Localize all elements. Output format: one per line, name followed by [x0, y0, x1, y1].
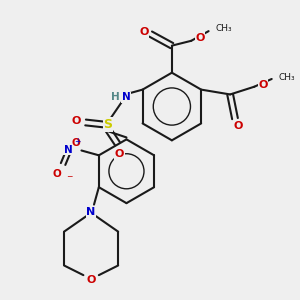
Text: O: O [258, 80, 268, 90]
Text: N: N [122, 92, 130, 102]
Text: N: N [86, 207, 96, 217]
Text: O: O [71, 116, 81, 127]
Text: O: O [139, 27, 148, 37]
Text: S: S [103, 118, 112, 131]
Text: O: O [86, 275, 96, 285]
Text: N: N [64, 145, 72, 154]
Text: O: O [71, 138, 80, 148]
Text: H: H [111, 92, 119, 102]
Text: O: O [233, 121, 243, 131]
Text: CH₃: CH₃ [278, 73, 295, 82]
Text: O: O [115, 149, 124, 159]
Text: CH₃: CH₃ [215, 24, 232, 33]
Text: +: + [74, 137, 80, 146]
Text: −: − [66, 172, 72, 181]
Text: O: O [195, 33, 204, 43]
Text: O: O [53, 169, 62, 179]
